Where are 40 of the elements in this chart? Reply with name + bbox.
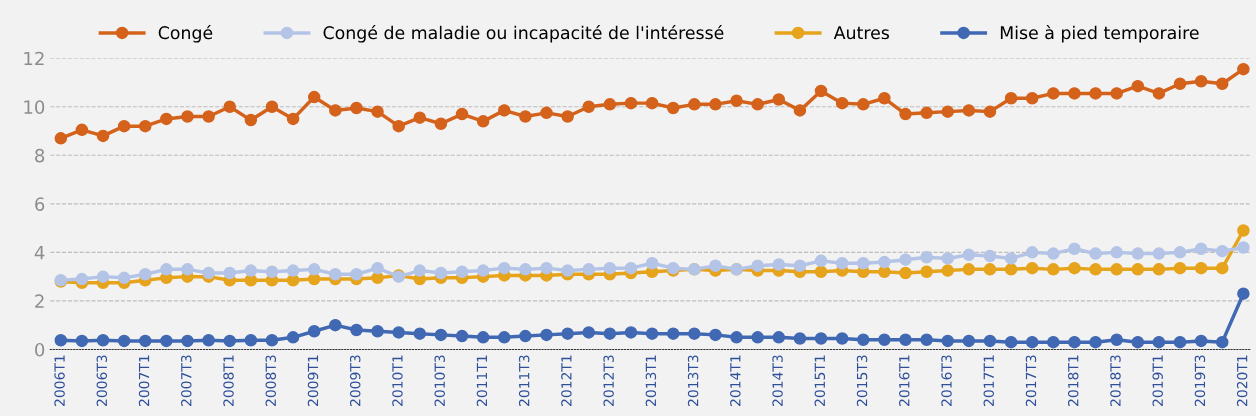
x-tick-label: 2011T1 — [476, 355, 488, 406]
x-tick-label: 2016T1 — [899, 355, 910, 406]
x-tick-label: 2012T3 — [603, 355, 614, 406]
x-tick-label: 2016T3 — [941, 355, 952, 406]
x-tick-label: 2017T3 — [1025, 355, 1037, 406]
x-tick-label: 2007T1 — [138, 355, 150, 406]
x-tick-label: 2015T3 — [856, 355, 868, 406]
y-tick-label: 10 — [24, 100, 45, 114]
legend-label: Mise à pied temporaire — [1000, 25, 1199, 43]
x-tick-label: 2006T3 — [96, 355, 108, 406]
x-tick-label: 2017T1 — [983, 355, 994, 406]
y-tick-label: 4 — [34, 246, 45, 260]
x-tick-label: 2008T1 — [223, 355, 234, 406]
x-tick-label: 2009T1 — [307, 355, 319, 406]
x-tick-label: 2011T3 — [518, 355, 530, 406]
x-tick-label: 2007T3 — [181, 355, 192, 406]
legend-label: Autres — [833, 26, 889, 40]
x-tick-label: 2014T3 — [772, 355, 783, 406]
x-tick-label: 2010T1 — [392, 355, 403, 406]
y-tick-label: 2 — [35, 294, 44, 308]
x-tick-label: 2009T3 — [349, 355, 361, 406]
x-tick-label: 2020T1 — [1236, 355, 1248, 406]
x-tick-label: 2013T1 — [645, 355, 657, 406]
y-tick-label: 0 — [35, 342, 45, 357]
legend-label: Congé — [158, 25, 213, 43]
x-tick-label: 2019T1 — [1152, 355, 1163, 406]
y-tick-label: 6 — [35, 197, 45, 211]
x-tick-label: 2015T1 — [814, 355, 826, 406]
x-tick-label: 2008T3 — [265, 355, 276, 406]
x-tick-label: 2018T1 — [1067, 355, 1079, 406]
x-tick-label: 2019T3 — [1194, 355, 1206, 406]
x-tick-label: 2006T1 — [54, 355, 65, 406]
y-tick-label: 12 — [24, 51, 44, 66]
x-tick-label: 2012T1 — [561, 355, 572, 406]
legend-label: Congé de maladie ou incapacité de l'intéressé — [323, 25, 724, 43]
x-tick-label: 2014T1 — [730, 355, 741, 406]
x-tick-label: 2010T3 — [434, 355, 445, 406]
x-tick-label: 2013T3 — [687, 355, 699, 406]
x-tick-label: 2018T3 — [1110, 355, 1121, 406]
y-tick-label: 8 — [35, 148, 45, 163]
